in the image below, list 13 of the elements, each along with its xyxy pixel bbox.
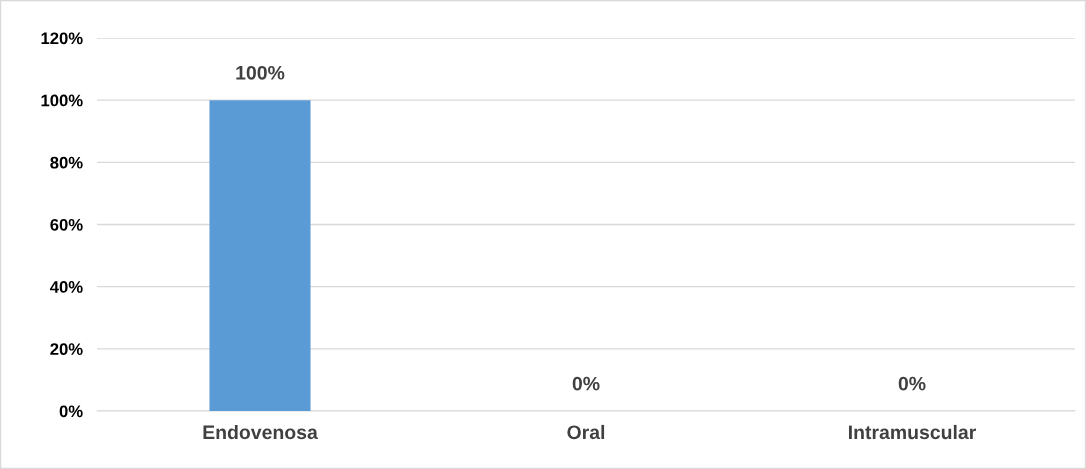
y-tick-label: 120% (41, 32, 83, 45)
x-tick-label: Intramuscular (849, 424, 977, 440)
y-tick-label: 20% (50, 343, 83, 356)
y-tick-label: 40% (50, 281, 83, 293)
y-tick-label: 100% (41, 94, 83, 107)
data-label: 0% (572, 376, 600, 391)
data-label: 0% (898, 376, 926, 391)
y-tick-label: 0% (59, 405, 83, 418)
x-tick-label: Endovenosa (203, 424, 318, 440)
x-tick-label: Oral (567, 424, 605, 440)
data-label: 100% (236, 65, 285, 80)
y-tick-label: 60% (50, 218, 83, 231)
y-tick-label: 80% (50, 156, 83, 169)
